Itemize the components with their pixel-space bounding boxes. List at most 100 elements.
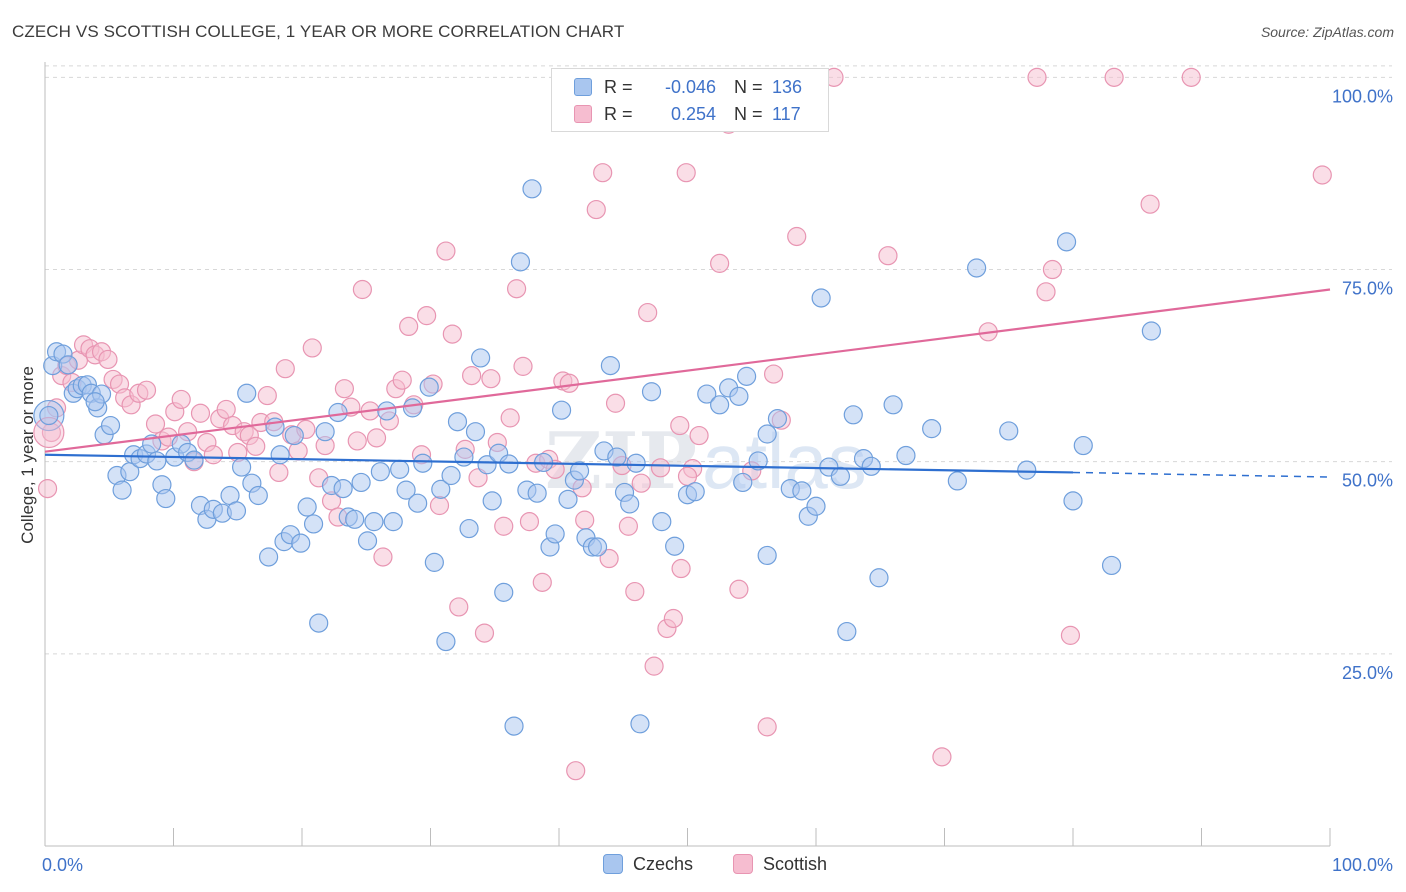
czech-point bbox=[620, 494, 640, 514]
czech-point bbox=[830, 466, 851, 486]
czech-point bbox=[806, 496, 826, 516]
czech-point bbox=[811, 288, 831, 308]
scottish-point bbox=[334, 379, 355, 399]
scottish-point bbox=[757, 717, 777, 737]
scottish-point bbox=[171, 389, 191, 410]
scottish-point bbox=[257, 385, 277, 406]
scottish-point bbox=[442, 324, 462, 344]
czech-point bbox=[710, 395, 730, 415]
scottish-point bbox=[644, 656, 664, 676]
scottish-point bbox=[566, 761, 586, 781]
y-tick-label: 75.0% bbox=[1342, 279, 1393, 299]
scottish-point bbox=[670, 415, 690, 436]
czech-point bbox=[748, 451, 768, 471]
czech-point bbox=[424, 552, 444, 572]
scottish-point bbox=[787, 226, 807, 247]
scottish-point bbox=[246, 436, 266, 456]
scottish-point bbox=[399, 316, 419, 337]
scottish-point bbox=[436, 241, 456, 261]
czech-points bbox=[39, 179, 1161, 736]
czech-point bbox=[837, 621, 857, 642]
czech-point bbox=[1141, 321, 1161, 341]
czech-point bbox=[1073, 435, 1093, 456]
scottish-point bbox=[763, 364, 784, 384]
scottish-point bbox=[481, 369, 501, 389]
scottish-point bbox=[1036, 282, 1056, 302]
czech-point bbox=[527, 483, 547, 503]
czech-point bbox=[1017, 460, 1037, 480]
czech-point bbox=[1101, 555, 1122, 576]
scottish-point bbox=[1181, 67, 1201, 87]
czech-point bbox=[861, 456, 881, 476]
czech-point bbox=[545, 524, 565, 544]
scottish-point bbox=[462, 366, 482, 386]
czech-point bbox=[685, 482, 705, 502]
czech-point bbox=[184, 450, 204, 470]
scottish-point bbox=[37, 478, 58, 499]
legend-row-czechs: R = -0.046 N = 136 bbox=[574, 76, 802, 98]
czech-point bbox=[291, 533, 311, 553]
czech-point bbox=[333, 478, 353, 499]
x-tick-label: 100.0% bbox=[1332, 855, 1393, 875]
scottish-point bbox=[392, 370, 412, 390]
scottish-point bbox=[586, 199, 606, 220]
axis-labels: 25.0% 50.0% 75.0% 100.0% 0.0% 100.0% College, … bbox=[18, 86, 1393, 875]
scottish-point bbox=[275, 359, 295, 379]
legend-row-scottish: R = 0.254 N = 117 bbox=[574, 103, 801, 125]
czech-trend-line bbox=[44, 453, 1074, 474]
legend-n-label: N = bbox=[734, 76, 763, 97]
czech-point bbox=[558, 489, 578, 509]
scottish-swatch bbox=[574, 105, 592, 123]
czech-point bbox=[364, 512, 384, 532]
czech-point bbox=[383, 512, 403, 532]
czech-point bbox=[587, 537, 608, 557]
czech-point bbox=[482, 491, 502, 511]
scottish-point bbox=[663, 608, 683, 629]
correlation-legend: R = -0.046 N = 136 R = 0.254 N = 117 bbox=[551, 68, 829, 132]
scottish-point bbox=[1104, 67, 1124, 87]
scottish-point bbox=[1140, 194, 1160, 214]
czech-point bbox=[626, 453, 646, 473]
scottish-point bbox=[575, 510, 595, 530]
czech-point bbox=[551, 400, 572, 420]
czech-point bbox=[39, 405, 59, 426]
czech-point bbox=[237, 383, 257, 403]
scottish-point bbox=[203, 445, 223, 465]
legend-n-value: 117 bbox=[772, 103, 801, 124]
czech-point bbox=[630, 714, 650, 734]
czech-point bbox=[248, 485, 268, 506]
czech-point bbox=[494, 582, 514, 602]
scottish-point bbox=[1027, 67, 1047, 87]
czech-point bbox=[459, 518, 479, 539]
scottish-point bbox=[638, 302, 658, 323]
scottish-point bbox=[494, 516, 514, 536]
czech-point bbox=[1063, 491, 1083, 511]
czech-point bbox=[100, 415, 121, 436]
legend-r-label: R = bbox=[604, 103, 633, 124]
scottish-point bbox=[373, 547, 393, 567]
scottish-point bbox=[676, 163, 696, 183]
czech-point bbox=[303, 514, 324, 534]
scottish-point bbox=[1060, 625, 1081, 645]
scottish-point bbox=[605, 393, 626, 413]
czech-point bbox=[792, 481, 812, 501]
czech-point bbox=[377, 401, 397, 421]
czech-point bbox=[258, 547, 279, 567]
scottish-point bbox=[136, 380, 157, 400]
czech-point bbox=[408, 493, 428, 513]
y-tick-label: 25.0% bbox=[1342, 663, 1393, 683]
czech-point bbox=[85, 392, 105, 412]
x-tick-label: 0.0% bbox=[42, 855, 83, 875]
scottish-point bbox=[302, 338, 322, 358]
scottish-points bbox=[33, 67, 1332, 781]
scottish-point bbox=[559, 373, 579, 393]
legend-n-label: N = bbox=[734, 103, 763, 124]
grid bbox=[45, 65, 1392, 655]
czech-point bbox=[499, 454, 519, 474]
y-tick-label: 100.0% bbox=[1332, 86, 1393, 106]
czech-point bbox=[345, 509, 365, 529]
czech-point bbox=[58, 355, 78, 375]
scottish-point bbox=[618, 516, 638, 536]
czech-point bbox=[477, 455, 497, 475]
scottish-point bbox=[352, 279, 372, 300]
